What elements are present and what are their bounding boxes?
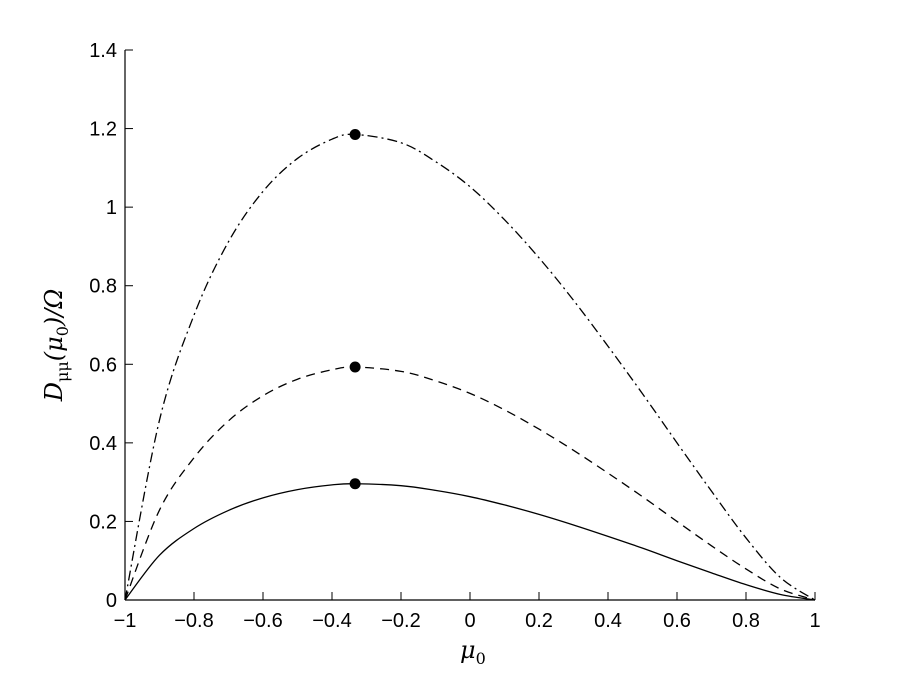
x-tick-label: 0.4 <box>594 610 622 632</box>
series-line-1 <box>124 483 816 601</box>
marker-layer <box>349 128 361 490</box>
x-tick-label: −0.6 <box>243 610 282 632</box>
x-tick-label: −0.2 <box>381 610 420 632</box>
x-tick-label: 0.2 <box>525 610 553 632</box>
y-tick-label: 0.4 <box>89 433 117 455</box>
series-line-2 <box>124 366 816 601</box>
peak-marker-3 <box>349 128 361 140</box>
axes: −1 −0.8 −0.6 −0.4 −0.2 0 0.2 0.4 0.6 0.8 1 0 0.2 0.4 0… <box>89 40 820 632</box>
peak-marker-1 <box>349 478 361 490</box>
y-tick-label: 0 <box>106 590 117 612</box>
x-tick-label: 0.6 <box>663 610 691 632</box>
x-tick-label: 0.8 <box>732 610 760 632</box>
series-layer <box>124 133 816 601</box>
x-tick-label: −0.4 <box>312 610 351 632</box>
y-tick-label: 0.8 <box>89 276 117 298</box>
y-tick-label: 1 <box>106 197 117 219</box>
y-tick-label: 0.6 <box>89 354 117 376</box>
y-axis-label: Dμμ(μ0)/Ω <box>40 289 72 403</box>
x-tick-label: 1 <box>809 610 820 632</box>
series-line-3 <box>124 133 816 601</box>
y-tick-label: 1.2 <box>89 119 117 141</box>
x-tick-label: −1 <box>114 610 137 632</box>
x-tick-label: 0 <box>464 610 475 632</box>
x-tick-label: −0.8 <box>174 610 213 632</box>
peak-marker-2 <box>349 361 361 373</box>
x-axis-label: μ0 <box>460 636 486 668</box>
y-tick-label: 1.4 <box>89 40 117 62</box>
y-tick-label: 0.2 <box>89 511 117 533</box>
